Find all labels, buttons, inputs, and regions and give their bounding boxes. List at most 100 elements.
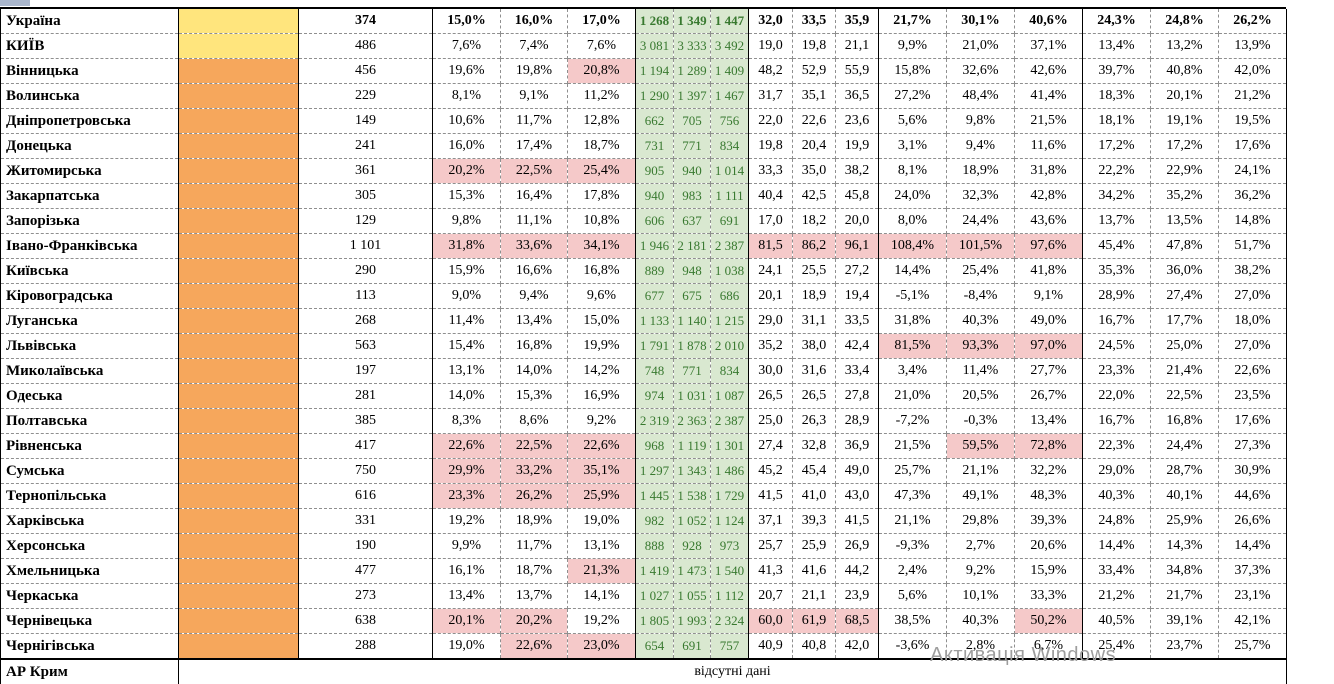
num-cell[interactable]: 44,2 [835,558,879,584]
num-cell[interactable]: 41,0 [792,483,836,509]
num-cell[interactable]: 19,4 [835,283,879,309]
pct-cell[interactable]: 13,7% [1082,208,1151,234]
pct-cell[interactable]: 19,0% [432,633,501,659]
count-cell[interactable]: 197 [298,358,433,384]
num-cell[interactable]: 18,2 [792,208,836,234]
green-cell[interactable]: 1 878 [673,333,711,359]
green-cell[interactable]: 940 [635,183,674,209]
pct-cell[interactable]: 16,0% [432,133,501,159]
pct-cell[interactable]: 25,4% [1082,633,1151,659]
region-cell[interactable]: Хмельницька [0,558,179,584]
count-cell[interactable]: 361 [298,158,433,184]
pct-cell[interactable]: 9,4% [946,133,1015,159]
num-cell[interactable]: 45,2 [748,458,793,484]
count-cell[interactable]: 750 [298,458,433,484]
green-cell[interactable]: 1 301 [710,433,749,459]
pct-cell[interactable]: 22,2% [1082,158,1151,184]
pct-cell[interactable]: 2,7% [946,533,1015,559]
num-cell[interactable]: 20,0 [835,208,879,234]
region-cell[interactable]: Рівненська [0,433,179,459]
pct-cell[interactable]: 8,0% [878,208,947,234]
num-cell[interactable]: 20,1 [748,283,793,309]
pct-cell[interactable]: 35,3% [1082,258,1151,284]
pct-cell[interactable]: 24,4% [1150,433,1219,459]
green-cell[interactable]: 1 087 [710,383,749,409]
swatch-cell[interactable] [178,133,299,159]
green-cell[interactable]: 756 [710,108,749,134]
num-cell[interactable]: 49,0 [835,458,879,484]
pct-cell[interactable]: 34,1% [567,233,636,259]
num-cell[interactable]: 24,1 [748,258,793,284]
green-cell[interactable]: 1 111 [710,183,749,209]
pct-cell[interactable]: 93,3% [946,333,1015,359]
green-cell[interactable]: 982 [635,508,674,534]
green-cell[interactable]: 1 215 [710,308,749,334]
green-cell[interactable]: 677 [635,283,674,309]
swatch-cell[interactable] [178,258,299,284]
pct-cell[interactable]: 18,1% [1082,108,1151,134]
num-cell[interactable]: 36,5 [835,83,879,109]
num-cell[interactable]: 36,9 [835,433,879,459]
green-cell[interactable]: 654 [635,633,674,659]
green-cell[interactable]: 2 387 [710,233,749,259]
pct-cell[interactable]: 13,1% [567,533,636,559]
green-cell[interactable]: 1 343 [673,458,711,484]
pct-cell[interactable]: 22,6% [567,433,636,459]
swatch-cell[interactable] [178,483,299,509]
green-cell[interactable]: 1 112 [710,583,749,609]
pct-cell[interactable]: 7,6% [567,33,636,59]
pct-cell[interactable]: 20,1% [432,608,501,634]
green-cell[interactable]: 2 319 [635,408,674,434]
green-cell[interactable]: 973 [710,533,749,559]
pct-cell[interactable]: 14,1% [567,583,636,609]
green-cell[interactable]: 771 [673,358,711,384]
pct-cell[interactable]: 23,3% [432,483,501,509]
pct-cell[interactable]: 19,2% [567,608,636,634]
green-cell[interactable]: 1 055 [673,583,711,609]
pct-cell[interactable]: 31,8% [878,308,947,334]
pct-cell[interactable]: 25,9% [567,483,636,509]
pct-cell[interactable]: 17,6% [1218,408,1287,434]
pct-cell[interactable]: 27,0% [1218,333,1287,359]
count-cell[interactable]: 385 [298,408,433,434]
pct-cell[interactable]: 13,4% [432,583,501,609]
num-cell[interactable]: 41,5 [748,483,793,509]
count-cell[interactable]: 305 [298,183,433,209]
pct-cell[interactable]: -0,3% [946,408,1015,434]
pct-cell[interactable]: 18,9% [946,158,1015,184]
pct-cell[interactable]: -3,6% [878,633,947,659]
green-cell[interactable]: 1 268 [635,9,674,34]
green-cell[interactable]: 1 031 [673,383,711,409]
pct-cell[interactable]: 24,3% [1082,9,1151,34]
num-cell[interactable]: 32,0 [748,9,793,34]
num-cell[interactable]: 38,0 [792,333,836,359]
num-cell[interactable]: 33,5 [792,9,836,34]
pct-cell[interactable]: 21,5% [878,433,947,459]
num-cell[interactable]: 22,0 [748,108,793,134]
green-cell[interactable]: 691 [673,633,711,659]
green-cell[interactable]: 1 467 [710,83,749,109]
green-cell[interactable]: 705 [673,108,711,134]
num-cell[interactable]: 25,5 [792,258,836,284]
pct-cell[interactable]: 6,7% [1014,633,1083,659]
green-cell[interactable]: 1 946 [635,233,674,259]
pct-cell[interactable]: 48,3% [1014,483,1083,509]
num-cell[interactable]: 27,2 [835,258,879,284]
green-cell[interactable]: 1 289 [673,58,711,84]
count-cell[interactable]: 241 [298,133,433,159]
pct-cell[interactable]: 40,3% [946,308,1015,334]
pct-cell[interactable]: 22,6% [432,433,501,459]
pct-cell[interactable]: 20,8% [567,58,636,84]
pct-cell[interactable]: 21,0% [946,33,1015,59]
pct-cell[interactable]: 26,7% [1014,383,1083,409]
green-cell[interactable]: 771 [673,133,711,159]
pct-cell[interactable]: 16,1% [432,558,501,584]
pct-cell[interactable]: 18,7% [567,133,636,159]
pct-cell[interactable]: 21,2% [1082,583,1151,609]
pct-cell[interactable]: 14,4% [1082,533,1151,559]
pct-cell[interactable]: 20,6% [1014,533,1083,559]
num-cell[interactable]: 25,0 [748,408,793,434]
pct-cell[interactable]: 34,2% [1082,183,1151,209]
swatch-cell[interactable] [178,33,299,59]
count-cell[interactable]: 477 [298,558,433,584]
